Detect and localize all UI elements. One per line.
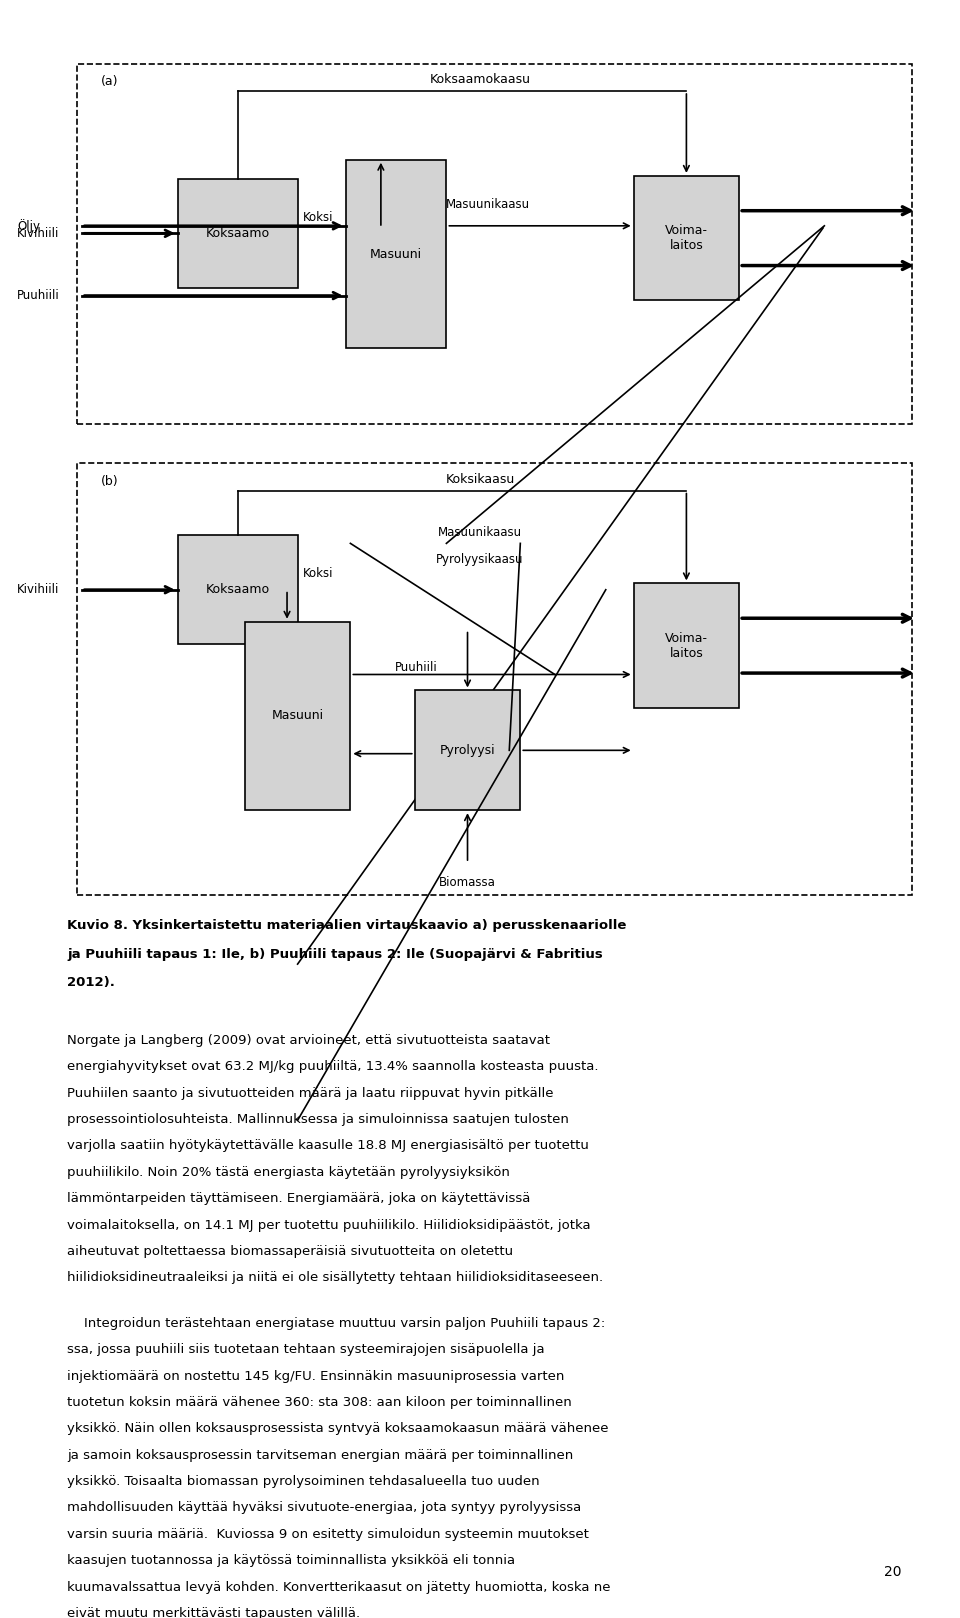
Bar <box>178 536 298 644</box>
Text: Koksaamo: Koksaamo <box>205 582 270 595</box>
Text: Kuvio 8. Yksinkertaistettu materiaalien virtauskaavio a) perusskenaariolle: Kuvio 8. Yksinkertaistettu materiaalien … <box>67 919 627 932</box>
Text: Koksaamokaasu: Koksaamokaasu <box>429 73 531 86</box>
Text: Puuhiili: Puuhiili <box>396 662 438 675</box>
Text: kaasujen tuotannossa ja käytössä toiminnallista yksikköä eli tonnia: kaasujen tuotannossa ja käytössä toiminn… <box>67 1555 516 1568</box>
Text: aiheutuvat poltettaessa biomassaperäisiä sivutuotteita on oletettu: aiheutuvat poltettaessa biomassaperäisiä… <box>67 1244 514 1257</box>
Text: Norgate ja Langberg (2009) ovat arvioineet, että sivutuotteista saatavat: Norgate ja Langberg (2009) ovat arvioine… <box>67 1034 550 1047</box>
Bar <box>178 180 298 288</box>
Text: Puuhiili: Puuhiili <box>17 290 60 303</box>
Bar <box>634 584 739 709</box>
Bar <box>415 691 520 811</box>
Text: Masuuni: Masuuni <box>370 248 422 260</box>
Text: Voima-
laitos: Voima- laitos <box>665 225 708 252</box>
Text: Öljy: Öljy <box>17 218 40 233</box>
Text: ja Puuhiili tapaus 1: Ile, b) Puuhiili tapaus 2: Ile (Suopajärvi & Fabritius: ja Puuhiili tapaus 1: Ile, b) Puuhiili t… <box>67 948 603 961</box>
Text: 20: 20 <box>884 1565 901 1579</box>
Text: ssa, jossa puuhiili siis tuotetaan tehtaan systeemirajojen sisäpuolella ja: ssa, jossa puuhiili siis tuotetaan tehta… <box>67 1343 545 1356</box>
Text: kuumavalssattua levyä kohden. Konvertterikaasut on jätetty huomiotta, koska ne: kuumavalssattua levyä kohden. Konvertter… <box>67 1581 611 1594</box>
Bar <box>77 65 912 424</box>
Text: prosessointiolosuhteista. Mallinnuksessa ja simuloinnissa saatujen tulosten: prosessointiolosuhteista. Mallinnuksessa… <box>67 1113 569 1126</box>
Text: varjolla saatiin hyötykäytettävälle kaasulle 18.8 MJ energiasisältö per tuotettu: varjolla saatiin hyötykäytettävälle kaas… <box>67 1139 589 1152</box>
Text: tuotetun koksin määrä vähenee 360: sta 308: aan kiloon per toiminnallinen: tuotetun koksin määrä vähenee 360: sta 3… <box>67 1396 572 1409</box>
Text: Masuunikaasu: Masuunikaasu <box>445 197 530 210</box>
Text: (b): (b) <box>101 474 118 487</box>
Text: ja samoin koksausprosessin tarvitseman energian määrä per toiminnallinen: ja samoin koksausprosessin tarvitseman e… <box>67 1448 573 1461</box>
Text: Biomassa: Biomassa <box>439 875 496 888</box>
Text: mahdollisuuden käyttää hyväksi sivutuote-energiaa, jota syntyy pyrolyysissa: mahdollisuuden käyttää hyväksi sivutuote… <box>67 1502 582 1514</box>
Text: yksikkö. Näin ollen koksausprosessista syntvyä koksaamokaasun määrä vähenee: yksikkö. Näin ollen koksausprosessista s… <box>67 1422 609 1435</box>
Text: puuhiilikilo. Noin 20% tästä energiasta käytetään pyrolyysiyksikön: puuhiilikilo. Noin 20% tästä energiasta … <box>67 1167 510 1180</box>
Text: Koksikaasu: Koksikaasu <box>445 472 515 485</box>
Text: Koksi: Koksi <box>302 566 333 579</box>
Bar <box>77 463 912 895</box>
Text: eivät muutu merkittävästi tapausten välillä.: eivät muutu merkittävästi tapausten väli… <box>67 1607 360 1618</box>
Bar <box>634 176 739 301</box>
Text: Puuhiilen saanto ja sivutuotteiden määrä ja laatu riippuvat hyvin pitkälle: Puuhiilen saanto ja sivutuotteiden määrä… <box>67 1087 554 1100</box>
Text: injektiomäärä on nostettu 145 kg/FU. Ensinnäkin masuuniprosessia varten: injektiomäärä on nostettu 145 kg/FU. Ens… <box>67 1369 564 1383</box>
Text: varsin suuria määriä.  Kuviossa 9 on esitetty simuloidun systeemin muutokset: varsin suuria määriä. Kuviossa 9 on esit… <box>67 1527 589 1540</box>
Text: Integroidun terästehtaan energiatase muuttuu varsin paljon Puuhiili tapaus 2:: Integroidun terästehtaan energiatase muu… <box>67 1317 606 1330</box>
Text: voimalaitoksella, on 14.1 MJ per tuotettu puuhiilikilo. Hiilidioksidipäästöt, jo: voimalaitoksella, on 14.1 MJ per tuotett… <box>67 1218 590 1231</box>
Text: Masuunikaasu: Masuunikaasu <box>438 526 522 539</box>
Text: Pyrolyysikaasu: Pyrolyysikaasu <box>436 553 524 566</box>
Text: Voima-
laitos: Voima- laitos <box>665 631 708 660</box>
Bar <box>346 160 446 348</box>
Text: hiilidioksidineutraaleiksi ja niitä ei ole sisällytetty tehtaan hiilidioksiditas: hiilidioksidineutraaleiksi ja niitä ei o… <box>67 1272 603 1285</box>
Text: Masuuni: Masuuni <box>272 709 324 723</box>
Text: lämmöntarpeiden täyttämiseen. Energiamäärä, joka on käytettävissä: lämmöntarpeiden täyttämiseen. Energiamää… <box>67 1192 531 1205</box>
Text: Koksaamo: Koksaamo <box>205 227 270 239</box>
Text: yksikkö. Toisaalta biomassan pyrolysoiminen tehdasalueella tuo uuden: yksikkö. Toisaalta biomassan pyrolysoimi… <box>67 1476 540 1489</box>
Text: Kivihiili: Kivihiili <box>17 227 60 239</box>
Text: energiahyvitykset ovat 63.2 MJ/kg puuhiiltä, 13.4% saannolla kosteasta puusta.: energiahyvitykset ovat 63.2 MJ/kg puuhii… <box>67 1060 599 1073</box>
Text: Kivihiili: Kivihiili <box>17 582 60 595</box>
Text: (a): (a) <box>101 74 118 87</box>
Text: Koksi: Koksi <box>302 210 333 223</box>
Text: Pyrolyysi: Pyrolyysi <box>440 744 495 757</box>
Bar <box>245 621 350 811</box>
Text: 2012).: 2012). <box>67 977 115 990</box>
